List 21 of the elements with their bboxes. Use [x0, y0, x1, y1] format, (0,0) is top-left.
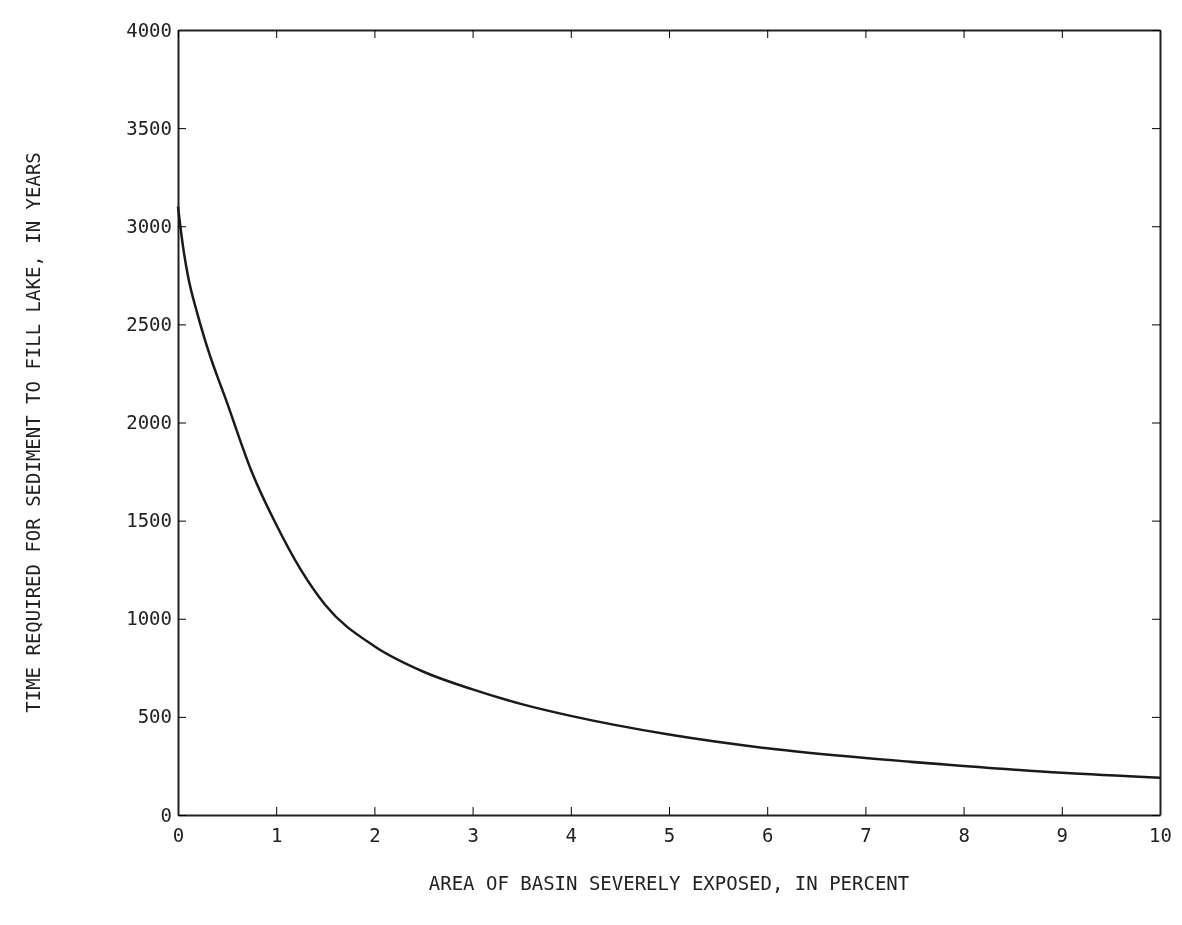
x-tick-label: 9 [1056, 824, 1069, 847]
y-tick-label: 2000 [126, 411, 172, 434]
x-axis-title: AREA OF BASIN SEVERELY EXPOSED, IN PERCENT [428, 872, 910, 894]
x-tick-label: 10 [1149, 824, 1172, 847]
y-tick-label: 3500 [126, 116, 172, 139]
y-tick-label: 0 [160, 803, 172, 826]
x-tick-label: 5 [663, 824, 676, 847]
y-tick-label: 1000 [126, 607, 172, 630]
y-axis-title: TIME REQUIRED FOR SEDIMENT TO FILL LAKE, IN YEARS [22, 152, 44, 713]
x-tick-label: 3 [467, 824, 479, 847]
y-tick-label: 1500 [126, 509, 172, 532]
x-tick-label: 4 [565, 824, 578, 847]
x-tick-label: 1 [270, 824, 283, 847]
x-tick-label: 8 [958, 824, 970, 847]
y-tick-label: 2500 [126, 312, 172, 335]
x-tick-label: 2 [369, 824, 381, 847]
y-tick-label: 3000 [126, 214, 172, 237]
x-tick-label: 6 [761, 824, 774, 847]
x-tick-label: 7 [860, 824, 872, 847]
y-tick-label: 4000 [126, 18, 172, 41]
y-tick-label: 500 [137, 705, 172, 728]
